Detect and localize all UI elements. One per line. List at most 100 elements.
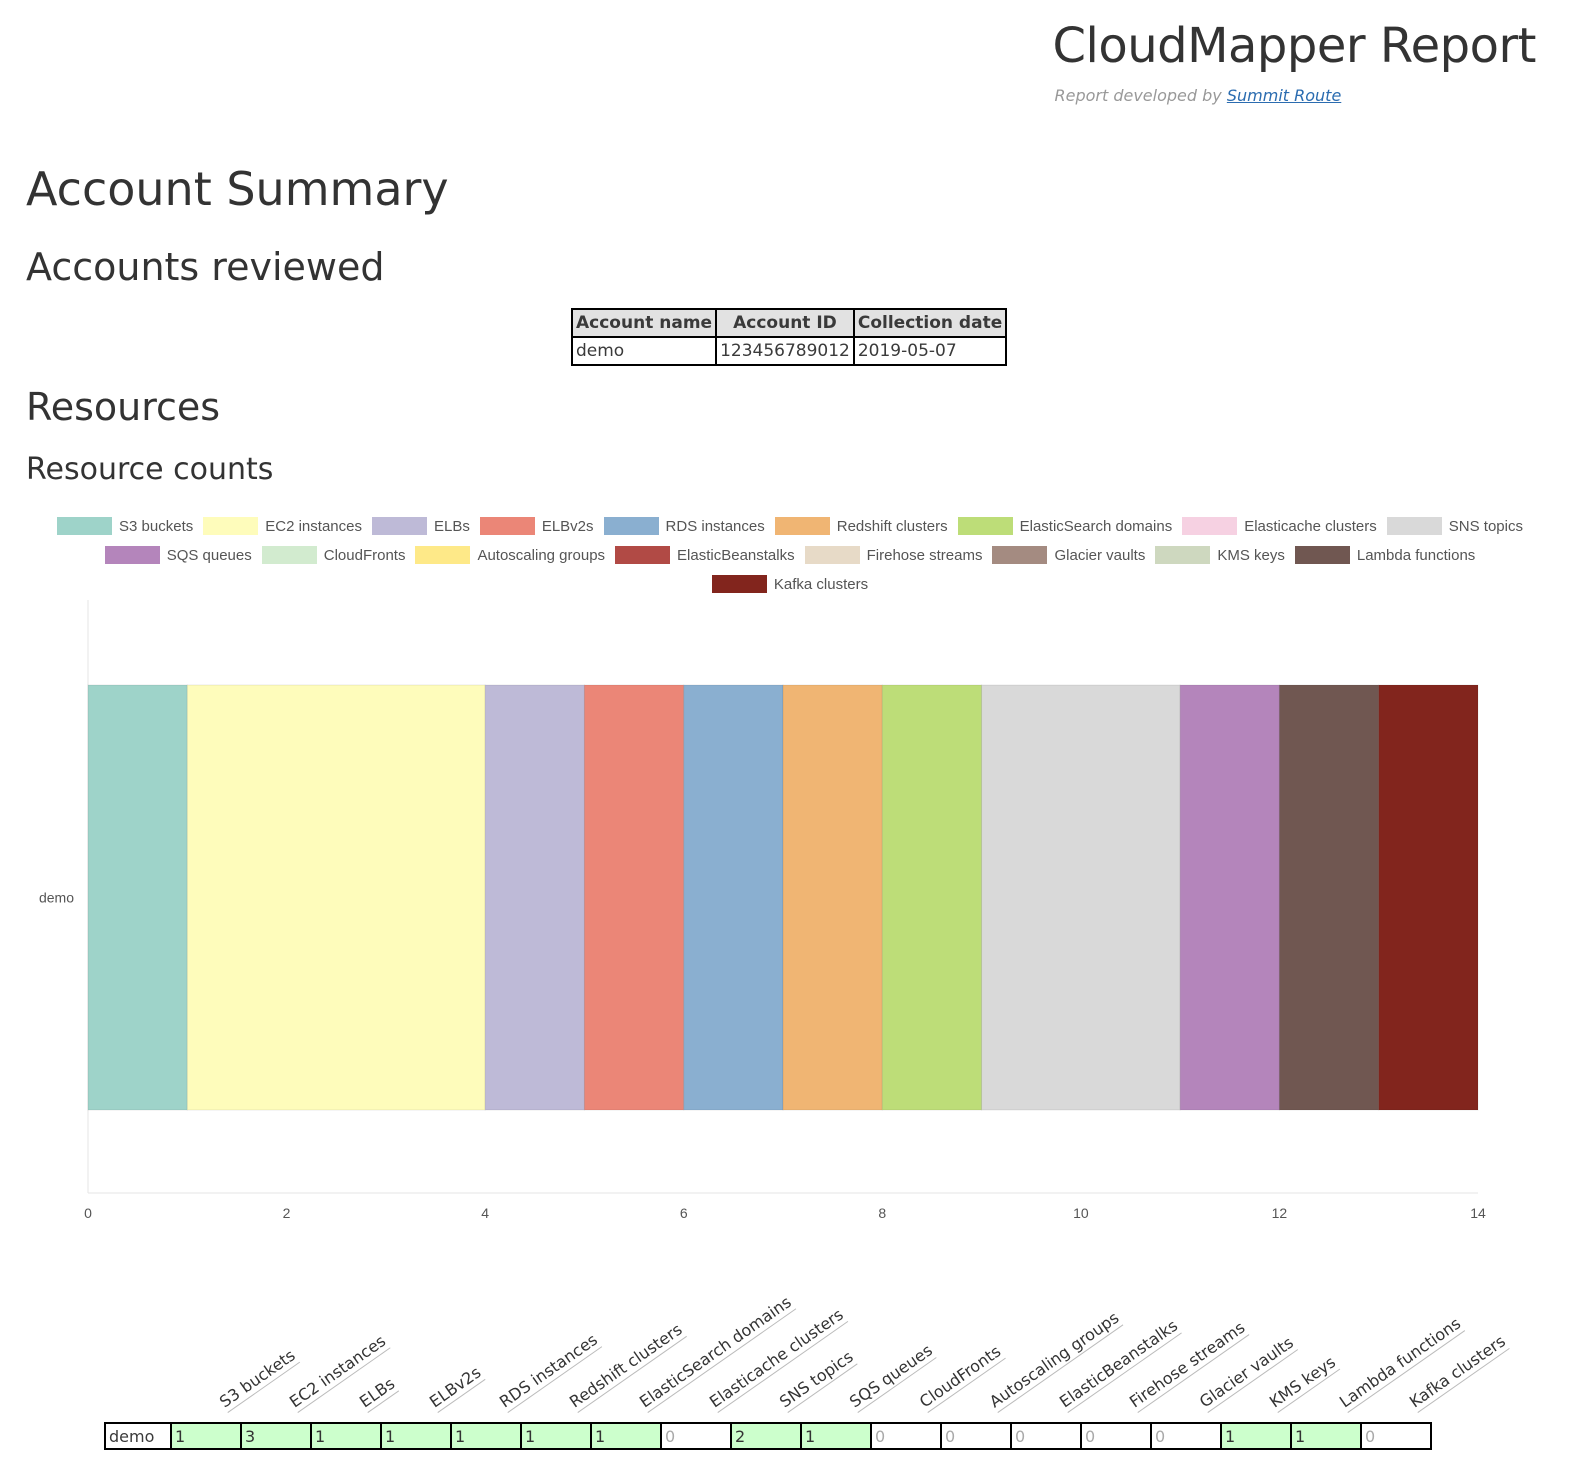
legend-item-elasticsearch-domains[interactable]: ElasticSearch domains [957, 512, 1173, 541]
legend-label: CloudFronts [323, 547, 406, 564]
row-account-name: demo [104, 1422, 172, 1450]
legend-item-cloudfronts[interactable]: CloudFronts [261, 541, 406, 570]
legend-label: Firehose streams [866, 547, 983, 564]
legend-item-sns-topics[interactable]: SNS topics [1386, 512, 1523, 541]
legend-swatch [371, 517, 427, 535]
legend-label: RDS instances [665, 518, 765, 535]
legend-swatch [1386, 517, 1442, 535]
count-cell-glacier-vaults: 0 [1150, 1422, 1222, 1450]
accounts-table: Account name Account ID Collection date … [570, 308, 1008, 366]
y-category-label: demo [39, 890, 74, 906]
legend-swatch [711, 575, 767, 593]
table-row: demo 1 3 1 1 1 1 1 0 2 1 0 0 0 0 0 1 1 0 [104, 1422, 1432, 1450]
legend-item-firehose-streams[interactable]: Firehose streams [804, 541, 983, 570]
legend-label: KMS keys [1217, 547, 1285, 564]
legend-label: ElasticSearch domains [1019, 518, 1173, 535]
chart-legend: S3 buckets EC2 instances ELBs ELBv2s RDS ins… [40, 512, 1540, 599]
count-cell-redshift-clusters: 1 [520, 1422, 592, 1450]
col-account-name: Account name [570, 308, 718, 338]
count-cell-elasticbeanstalks: 0 [1010, 1422, 1082, 1450]
bar-ec2-instances [186, 684, 486, 1111]
count-cell-elbs: 1 [310, 1422, 382, 1450]
legend-label: SNS topics [1448, 518, 1523, 535]
x-tick-label: 10 [1073, 1205, 1089, 1221]
report-credit-text: Report developed by [1054, 86, 1222, 105]
legend-item-s3-buckets[interactable]: S3 buckets [57, 512, 193, 541]
legend-item-elasticbeanstalks[interactable]: ElasticBeanstalks [615, 541, 795, 570]
legend-item-elasticache-clusters[interactable]: Elasticache clusters [1182, 512, 1377, 541]
legend-swatch [203, 517, 259, 535]
table-row: demo 123456789012 2019-05-07 [570, 336, 1008, 366]
legend-item-redshift-clusters[interactable]: Redshift clusters [774, 512, 948, 541]
col-account-id: Account ID [715, 308, 855, 338]
x-tick-label: 8 [878, 1205, 886, 1221]
legend-label: Lambda functions [1356, 547, 1476, 564]
legend-item-elbs[interactable]: ELBs [371, 512, 470, 541]
resource-counts-chart: 0 2 4 6 8 10 12 14 demo [39, 600, 1486, 1221]
count-cell-elasticache-clusters: 0 [660, 1422, 732, 1450]
legend-swatch [957, 517, 1013, 535]
legend-item-glacier-vaults[interactable]: Glacier vaults [992, 541, 1145, 570]
column-header-autoscaling-groups: Autoscaling groups [985, 1307, 1124, 1413]
x-tick-label: 4 [481, 1205, 489, 1221]
legend-label: ELBs [433, 518, 470, 535]
legend-item-kms-keys[interactable]: KMS keys [1155, 541, 1285, 570]
bar-redshift-clusters [782, 684, 883, 1111]
accounts-reviewed-heading: Accounts reviewed [26, 245, 385, 289]
legend-item-sqs-queues[interactable]: SQS queues [104, 541, 252, 570]
count-cell-sqs-queues: 1 [800, 1422, 872, 1450]
legend-label: ELBv2s [541, 518, 594, 535]
legend-item-lambda-functions[interactable]: Lambda functions [1294, 541, 1476, 570]
count-cell-kafka-clusters: 0 [1360, 1422, 1432, 1450]
x-tick-label: 6 [680, 1205, 688, 1221]
resources-heading: Resources [26, 385, 221, 429]
legend-item-ec2-instances[interactable]: EC2 instances [203, 512, 362, 541]
column-header-s3-buckets: S3 buckets [215, 1345, 300, 1413]
bar-lambda-functions [1278, 684, 1380, 1111]
legend-item-elbv2s[interactable]: ELBv2s [479, 512, 594, 541]
x-tick-label: 2 [283, 1205, 291, 1221]
report-credit: Report developed by Summit Route [1054, 86, 1536, 105]
legend-label: Glacier vaults [1054, 547, 1146, 564]
count-cell-kms-keys: 1 [1220, 1422, 1292, 1450]
account-id-cell: 123456789012 [715, 336, 855, 366]
bar-rds-instances [683, 684, 784, 1111]
count-cell-firehose-streams: 0 [1080, 1422, 1152, 1450]
x-tick-label: 0 [84, 1205, 92, 1221]
legend-label: Elasticache clusters [1244, 518, 1377, 535]
count-cell-elasticsearch-domains: 1 [590, 1422, 662, 1450]
legend-swatch [804, 546, 860, 564]
bar-kafka-clusters [1378, 684, 1479, 1111]
legend-label: S3 buckets [119, 518, 194, 535]
legend-label: Kafka clusters [773, 576, 869, 593]
bar-s3-buckets [87, 684, 188, 1111]
column-header-elasticbeanstalks: ElasticBeanstalks [1055, 1315, 1183, 1413]
legend-label: Redshift clusters [836, 518, 948, 535]
column-header-firehose-streams: Firehose streams [1125, 1317, 1250, 1413]
bar-elbs [484, 684, 585, 1111]
bar-elbv2s [583, 684, 685, 1111]
legend-label: Autoscaling groups [477, 547, 606, 564]
resource-counts-heading: Resource counts [26, 452, 274, 487]
legend-label: ElasticBeanstalks [677, 547, 795, 564]
legend-swatch [1182, 517, 1238, 535]
legend-swatch [1294, 546, 1350, 564]
legend-item-autoscaling-groups[interactable]: Autoscaling groups [415, 541, 605, 570]
resource-counts-table-area: demo 1 3 1 1 1 1 1 0 2 1 0 0 0 0 0 1 1 0 S3 buckets EC2 ins… [0, 1280, 1592, 1472]
legend-swatch [992, 546, 1048, 564]
accounts-header-row: Account name Account ID Collection date [570, 308, 1008, 338]
summit-route-link[interactable]: Summit Route [1226, 86, 1342, 105]
column-header-elbs: ELBs [355, 1373, 400, 1413]
legend-item-kafka-clusters[interactable]: Kafka clusters [711, 570, 869, 599]
bar-sqs-queues [1179, 684, 1280, 1111]
legend-label: SQS queues [166, 547, 252, 564]
count-cell-elbv2s: 1 [380, 1422, 452, 1450]
page-title: Account Summary [26, 162, 449, 216]
legend-swatch [104, 546, 160, 564]
count-cell-cloudfronts: 0 [870, 1422, 942, 1450]
legend-item-rds-instances[interactable]: RDS instances [603, 512, 765, 541]
report-header: CloudMapper Report Report developed by S… [1052, 18, 1536, 105]
legend-swatch [479, 517, 535, 535]
legend-swatch [261, 546, 317, 564]
legend-swatch [615, 546, 671, 564]
